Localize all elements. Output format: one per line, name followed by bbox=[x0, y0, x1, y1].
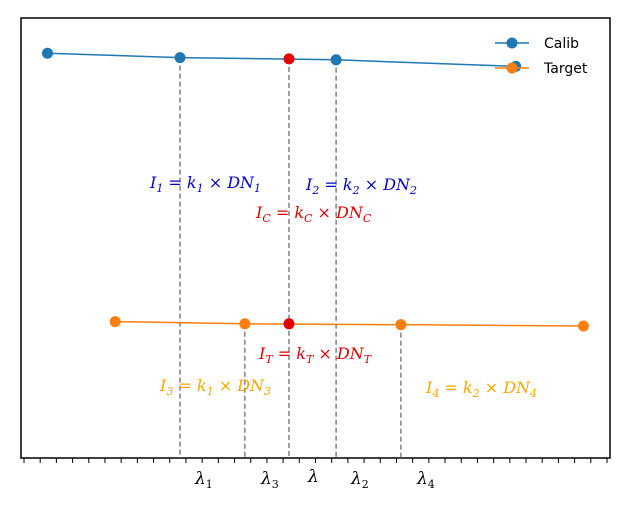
x-tick-labels: λ1 λ3 λ λ2 λ4 bbox=[194, 467, 435, 491]
highlight-point-it bbox=[283, 318, 295, 330]
tick-label-lambda4: λ4 bbox=[416, 469, 435, 491]
legend-label-target: Target bbox=[543, 61, 588, 77]
plot-area bbox=[20, 17, 611, 459]
series-lines bbox=[47, 52, 584, 327]
tick-label-lambda3: λ3 bbox=[260, 469, 279, 491]
tick-label-lambda: λ bbox=[307, 467, 319, 487]
series-line-target bbox=[115, 320, 584, 327]
annotation-ic: IC = kC × DNC bbox=[255, 203, 372, 225]
legend-marker-calib bbox=[506, 37, 518, 49]
point-calib-1 bbox=[174, 52, 186, 64]
legend: Calib Target bbox=[495, 36, 588, 77]
point-calib-0 bbox=[42, 47, 54, 59]
annotation-i4: I4 = k2 × DN4 bbox=[425, 378, 537, 400]
tick-label-lambda2: λ2 bbox=[350, 469, 369, 491]
highlight-points bbox=[283, 53, 295, 330]
point-calib-2 bbox=[330, 54, 342, 66]
tick-label-lambda1: λ1 bbox=[194, 469, 213, 491]
legend-item-target: Target bbox=[495, 61, 588, 77]
highlight-point-ic bbox=[283, 53, 295, 65]
annotation-i3: I3 = k1 × DN3 bbox=[159, 376, 271, 398]
point-target-1 bbox=[239, 318, 251, 330]
legend-label-calib: Calib bbox=[544, 36, 579, 52]
point-target-2 bbox=[395, 319, 407, 331]
legend-item-calib: Calib bbox=[495, 36, 579, 52]
annotation-i1: I1 = k1 × DN1 bbox=[149, 173, 261, 195]
annotation-it: IT = kT × DNT bbox=[258, 344, 373, 366]
point-target-3 bbox=[577, 320, 589, 332]
annotation-i2: I2 = k2 × DN2 bbox=[305, 175, 417, 197]
point-target-0 bbox=[109, 316, 121, 328]
legend-marker-target bbox=[506, 62, 518, 74]
vertical-guides bbox=[179, 57, 402, 458]
series-line-calib bbox=[47, 52, 516, 68]
annotations: I1 = k1 × DN1 I2 = k2 × DN2 IC = kC × DN… bbox=[149, 173, 537, 400]
x-axis-ticks bbox=[23, 458, 608, 463]
